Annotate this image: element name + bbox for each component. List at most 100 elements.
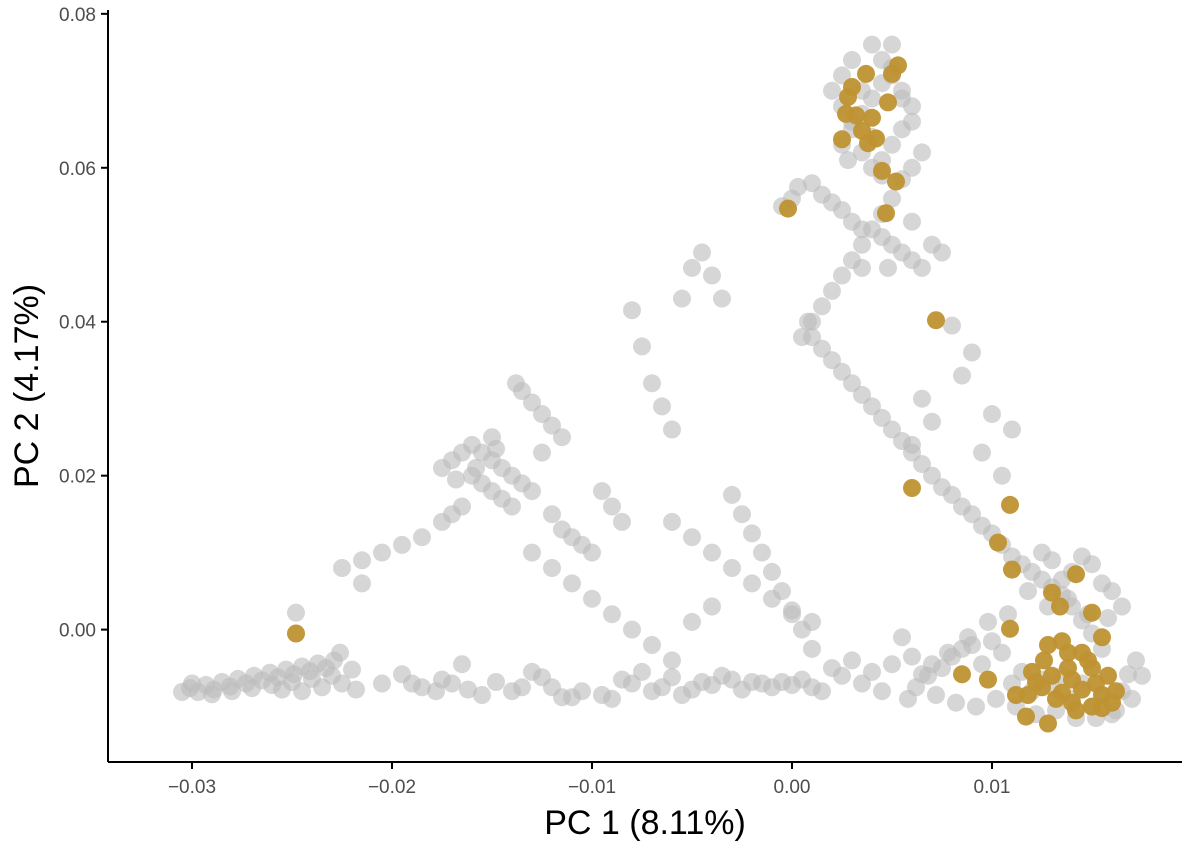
data-point [903, 212, 921, 231]
data-point [643, 636, 661, 654]
data-point [543, 505, 561, 524]
data-point [823, 81, 841, 100]
data-point [973, 655, 991, 674]
data-point [1099, 609, 1117, 628]
data-point [583, 543, 601, 562]
data-point [331, 643, 349, 662]
data-point [533, 443, 551, 462]
data-point [1003, 560, 1021, 579]
data-point [1119, 665, 1137, 684]
data-point [613, 512, 631, 531]
data-point [1033, 543, 1051, 562]
y-tick-label: 0.04 [59, 313, 96, 334]
data-point [1067, 701, 1085, 720]
data-point [623, 620, 641, 639]
data-point [879, 93, 897, 112]
data-point [993, 466, 1011, 485]
data-point [877, 204, 895, 223]
points-layer [173, 35, 1151, 733]
data-point [333, 674, 351, 693]
data-point [913, 389, 931, 408]
data-point [1123, 689, 1141, 708]
data-point [1043, 583, 1061, 602]
data-point [523, 543, 541, 562]
data-point [293, 682, 311, 701]
data-point [1035, 651, 1053, 670]
data-point [413, 678, 431, 697]
data-point [823, 281, 841, 300]
data-point [663, 668, 681, 687]
data-point [989, 533, 1007, 552]
data-point [953, 366, 971, 385]
data-point [673, 289, 691, 308]
data-point [939, 643, 957, 662]
data-point [843, 78, 861, 96]
data-point [867, 129, 885, 148]
data-point [663, 420, 681, 439]
data-point [959, 628, 977, 647]
data-point [903, 435, 921, 454]
data-point [979, 670, 997, 689]
data-point [1107, 682, 1125, 701]
data-point [919, 666, 937, 685]
data-point [953, 665, 971, 684]
y-axis-ticks: 0.00 0.02 0.04 0.06 0.08 [59, 5, 108, 642]
data-point [927, 686, 945, 704]
data-point [903, 647, 921, 666]
data-point [503, 497, 521, 516]
data-point [733, 505, 751, 524]
data-point [853, 235, 871, 254]
data-point [1127, 651, 1145, 670]
data-point [763, 562, 781, 581]
data-point [743, 524, 761, 543]
data-point [1093, 699, 1111, 718]
data-point [863, 108, 881, 127]
data-point [1053, 632, 1071, 651]
data-point [903, 112, 921, 131]
data-point [623, 301, 641, 320]
data-point [703, 266, 721, 285]
data-point [873, 51, 891, 69]
data-point [373, 674, 391, 693]
data-point [1027, 673, 1045, 691]
data-point [763, 589, 781, 608]
data-point [1039, 636, 1057, 654]
data-point [487, 673, 505, 691]
y-tick-label: 0.08 [59, 5, 96, 26]
data-point [743, 574, 761, 593]
data-point [863, 662, 881, 681]
data-point [833, 130, 851, 149]
data-point [857, 64, 875, 83]
data-point [183, 674, 201, 693]
x-axis-ticks: −0.03 −0.02 −0.01 0.00 0.01 [168, 762, 1010, 798]
data-point [1103, 582, 1121, 601]
data-point [999, 605, 1017, 624]
data-point [893, 89, 911, 108]
data-point [683, 528, 701, 547]
data-point [713, 289, 731, 308]
data-point [993, 643, 1011, 662]
data-point [753, 543, 771, 562]
data-point [643, 374, 661, 393]
data-point [1039, 714, 1057, 733]
data-point [923, 412, 941, 431]
data-point [873, 161, 891, 180]
y-tick-label: 0.00 [59, 621, 96, 642]
data-point [883, 35, 901, 54]
data-point [693, 243, 711, 262]
data-point [313, 678, 331, 697]
data-point [703, 543, 721, 562]
data-point [853, 258, 871, 277]
data-point [413, 528, 431, 547]
data-point [1113, 597, 1131, 616]
data-point [1019, 686, 1037, 704]
data-point [1133, 666, 1151, 685]
data-point [459, 680, 477, 699]
x-tick-label: −0.02 [368, 777, 416, 798]
data-point [1051, 597, 1069, 616]
data-point [583, 589, 601, 608]
data-point [473, 686, 491, 704]
data-point [843, 651, 861, 670]
data-point [889, 56, 907, 75]
